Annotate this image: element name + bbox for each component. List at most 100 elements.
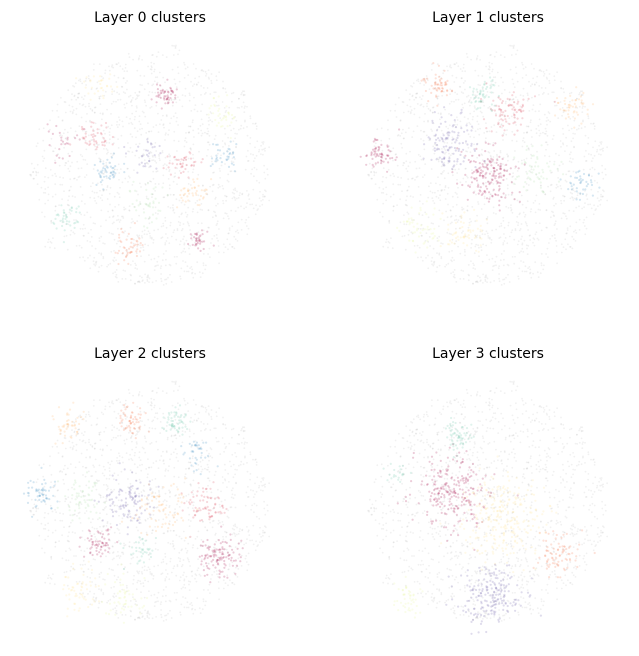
scatter-point-noise [370,171,372,174]
scatter-point-noise [204,70,207,73]
scatter-point-cluster [197,184,200,187]
scatter-point-cluster [498,155,501,158]
scatter-point-cluster [138,163,141,166]
scatter-point-cluster [461,225,464,229]
scatter-point-noise [140,591,142,594]
scatter-point-noise [109,127,112,130]
scatter-point-noise [492,76,495,79]
scatter-point-cluster [144,217,147,220]
scatter-point-noise [255,204,257,207]
scatter-point-noise [503,240,506,242]
scatter-point-noise [173,45,175,47]
scatter-point-noise [104,405,107,408]
scatter-point-noise [477,275,479,277]
scatter-point-cluster [131,246,134,249]
scatter-point-noise [190,484,192,487]
scatter-point-cluster [55,227,58,230]
scatter-point-noise [72,111,74,113]
scatter-point-noise [450,100,453,103]
scatter-point-noise [127,95,130,98]
scatter-point-noise [401,235,404,238]
scatter-point-cluster [473,149,476,152]
scatter-point-noise [147,418,150,421]
scatter-point-noise [448,124,451,127]
scatter-point-cluster [189,157,193,160]
scatter-point-noise [153,593,156,596]
scatter-point-noise [105,513,108,516]
scatter-point-noise [230,209,233,212]
scatter-point-noise [527,184,530,186]
scatter-point-cluster [498,115,501,118]
scatter-point-cluster [105,126,108,129]
scatter-point-noise [501,163,504,166]
scatter-point-cluster [577,98,581,101]
scatter-point-noise [130,121,133,124]
scatter-point-noise [440,165,443,168]
scatter-point-noise [142,153,145,156]
scatter-point-noise [388,137,391,140]
scatter-point-noise [531,136,533,138]
scatter-point-noise [431,130,433,132]
scatter-point-noise [126,586,128,589]
scatter-point-noise [65,223,68,226]
scatter-point-noise [396,204,398,207]
scatter-point-noise [160,609,163,611]
scatter-point-noise [520,238,522,241]
scatter-point-noise [69,178,72,181]
scatter-point-noise [529,268,532,271]
scatter-point-noise [122,217,125,219]
scatter-point-noise [158,493,161,496]
scatter-point-noise [106,601,108,604]
scatter-point-noise [206,193,209,196]
scatter-point-noise [92,260,95,263]
scatter-point-cluster [431,121,434,124]
panel-title-layer-0: Layer 0 clusters [94,10,206,26]
scatter-point-noise [112,272,114,275]
scatter-point-cluster [591,103,595,106]
scatter-point-noise [464,80,466,82]
scatter-point-noise [171,404,174,407]
scatter-point-cluster [158,144,161,148]
scatter-point-noise [138,234,141,237]
scatter-point-noise [143,569,146,571]
scatter-point-cluster [64,143,67,146]
scatter-point-noise [455,240,458,243]
scatter-point-noise [225,427,227,430]
scatter-point-noise [150,180,153,183]
scatter-point-noise [480,208,483,210]
scatter-point-noise [145,203,148,206]
scatter-point-cluster [426,77,429,80]
scatter-point-noise [194,241,196,244]
scatter-point-noise [421,95,424,97]
scatter-point-cluster [441,158,444,161]
scatter-point-noise [179,277,182,280]
scatter-point-noise [534,233,537,236]
scatter-point-noise [469,218,471,220]
scatter-point-noise [85,130,88,133]
scatter-point-noise [507,193,510,196]
scatter-point-cluster [227,157,230,160]
scatter-point-noise [221,185,224,187]
scatter-point-noise [187,125,190,128]
scatter-point-cluster [196,177,199,180]
scatter-point-cluster [448,131,451,134]
scatter-point-cluster [92,138,95,141]
scatter-point-noise [407,110,410,113]
scatter-point-noise [236,240,239,242]
scatter-point-noise [232,427,235,430]
scatter-point-noise [225,91,227,94]
scatter-point-noise [252,188,255,191]
scatter-point-cluster [160,107,163,110]
scatter-point-noise [464,250,466,253]
scatter-point-noise [429,182,432,185]
scatter-point-noise [93,106,96,109]
scatter-point-noise [80,167,83,170]
scatter-point-noise [117,617,120,619]
scatter-point-cluster [490,181,493,184]
scatter-point-noise [64,164,66,167]
scatter-point-noise [109,172,112,175]
scatter-point-noise [215,101,218,103]
scatter-point-cluster [198,235,201,238]
scatter-point-noise [183,63,186,66]
scatter-point-noise [193,108,196,111]
